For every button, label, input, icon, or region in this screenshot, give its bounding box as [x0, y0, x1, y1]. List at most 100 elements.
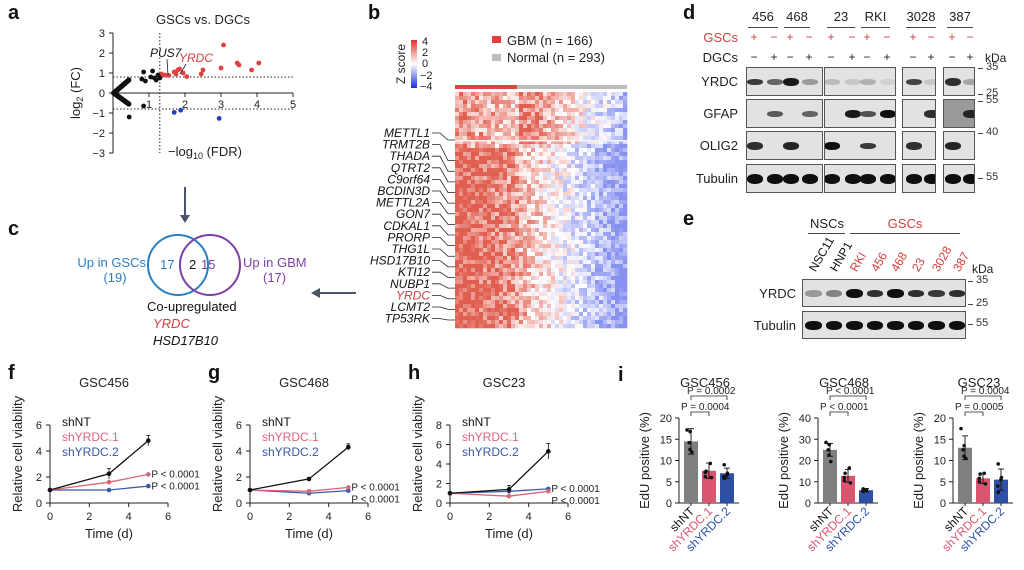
heatmap-cell: [607, 104, 612, 109]
heatmap-cell: [479, 308, 484, 313]
heatmap-cell: [471, 308, 476, 313]
heatmap-cell: [543, 268, 548, 273]
heatmap-cell: [459, 156, 464, 161]
heatmap-cell: [575, 232, 580, 237]
heatmap-cell: [511, 212, 516, 217]
protein-band: [866, 320, 883, 330]
heatmap-cell: [527, 304, 532, 309]
heatmap-cell: [487, 108, 492, 113]
heatmap-cell: [499, 124, 504, 129]
blot-strip: [902, 67, 936, 96]
heatmap-cell: [603, 296, 608, 301]
heatmap-cell: [479, 248, 484, 253]
heatmap-cell: [551, 192, 556, 197]
heatmap-cell: [539, 160, 544, 165]
lane-group-underline: [748, 27, 778, 28]
heatmap-cell: [527, 272, 532, 277]
heatmap-cell: [571, 148, 576, 153]
data-point-up: [173, 71, 179, 77]
heatmap-cell: [531, 92, 536, 97]
heatmap-cell: [503, 196, 508, 201]
heatmap-cell: [539, 320, 544, 325]
heatmap-cell: [551, 228, 556, 233]
heatmap-cell: [607, 284, 612, 289]
heatmap-cell: [591, 312, 596, 317]
heatmap-cell: [603, 100, 608, 105]
heatmap-cell: [471, 128, 476, 133]
heatmap-cell: [623, 148, 628, 153]
heatmap-cell: [483, 196, 488, 201]
heatmap-cell: [623, 296, 628, 301]
zscore-tick: 2: [422, 47, 428, 59]
heatmap-cell: [503, 200, 508, 205]
heatmap-cell: [475, 200, 480, 205]
gsc-row-label: GSCs: [703, 30, 738, 45]
heatmap-cell: [507, 216, 512, 221]
chart-title: GSC456: [79, 375, 129, 390]
heatmap-cell: [559, 156, 564, 161]
heatmap-cell: [547, 156, 552, 161]
heatmap-cell: [611, 276, 616, 281]
heatmap-cell: [455, 192, 460, 197]
heatmap-cell: [571, 116, 576, 121]
heatmap-cell: [495, 276, 500, 281]
heatmap-cell: [515, 224, 520, 229]
heatmap-cell: [607, 280, 612, 285]
heatmap-cell: [519, 260, 524, 265]
heatmap-cell: [551, 96, 556, 101]
heatmap-cell: [543, 296, 548, 301]
heatmap-cell: [563, 252, 568, 257]
heatmap-cell: [547, 192, 552, 197]
legend-entry: shYRDC.1: [62, 430, 119, 444]
heatmap-cell: [607, 272, 612, 277]
heatmap-cell: [499, 300, 504, 305]
heatmap-cell: [555, 256, 560, 261]
heatmap-cell: [567, 320, 572, 325]
heatmap-cell: [527, 92, 532, 97]
heatmap-cell: [539, 184, 544, 189]
heatmap-cell: [623, 224, 628, 229]
heatmap-cell: [583, 300, 588, 305]
heatmap-cell: [583, 260, 588, 265]
heatmap-cell: [591, 164, 596, 169]
heatmap-cell: [539, 296, 544, 301]
heatmap-cell: [599, 216, 604, 221]
heatmap-cell: [487, 288, 492, 293]
heatmap-cell: [619, 216, 624, 221]
heatmap-cell: [475, 124, 480, 129]
heatmap-cell: [551, 312, 556, 317]
heatmap-cell: [575, 320, 580, 325]
heatmap-cell: [507, 300, 512, 305]
chart-title: GSC468: [819, 375, 869, 390]
heatmap-cell: [611, 292, 616, 297]
heatmap-cell: [583, 172, 588, 177]
gene-label: C9orf64: [387, 172, 430, 186]
heatmap-cell: [615, 268, 620, 273]
heatmap-cell: [591, 196, 596, 201]
heatmap-cell: [547, 248, 552, 253]
heatmap-cell: [599, 172, 604, 177]
heatmap-cell: [551, 240, 556, 245]
lane-group-label: 468: [786, 9, 808, 24]
dgc-sign: +: [805, 50, 813, 64]
heatmap-cell: [523, 92, 528, 97]
heatmap-cell: [511, 308, 516, 313]
heatmap-cell: [463, 292, 468, 297]
heatmap-cell: [475, 304, 480, 309]
heatmap-cell: [603, 252, 608, 257]
heatmap-cell: [503, 96, 508, 101]
heatmap-cell: [495, 256, 500, 261]
heatmap-cell: [519, 160, 524, 165]
heatmap-cell: [607, 268, 612, 273]
heatmap-cell: [499, 240, 504, 245]
heatmap-cell: [455, 208, 460, 213]
heatmap-cell: [563, 260, 568, 265]
heatmap-cell: [483, 256, 488, 261]
heatmap-cell: [543, 132, 548, 137]
heatmap-cell: [603, 272, 608, 277]
heatmap-cell: [555, 220, 560, 225]
heatmap-cell: [559, 200, 564, 205]
heatmap-cell: [611, 160, 616, 165]
heatmap-cell: [623, 128, 628, 133]
heatmap-cell: [563, 124, 568, 129]
